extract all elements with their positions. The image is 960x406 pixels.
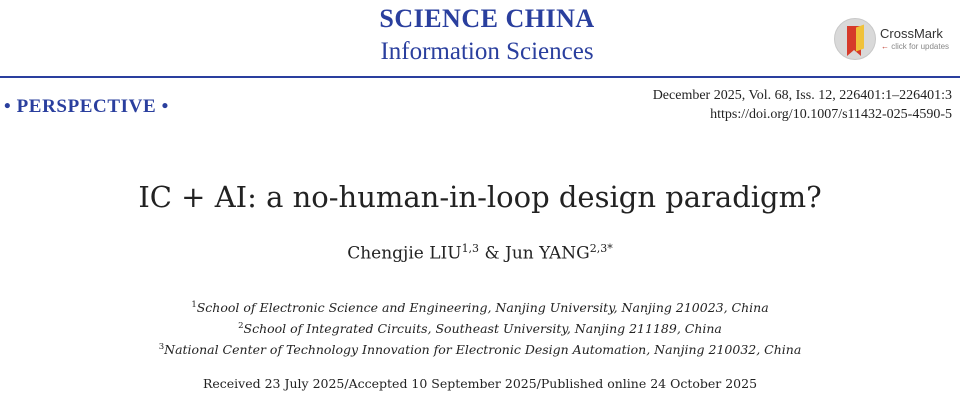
author-name[interactable]: Chengjie LIU bbox=[347, 243, 462, 264]
author-separator: & bbox=[479, 243, 506, 264]
author-affil-sup: 1,3 bbox=[461, 242, 480, 255]
section-label: • PERSPECTIVE • bbox=[4, 96, 169, 117]
doi-link[interactable]: https://doi.org/10.1007/s11432-025-4590-… bbox=[710, 107, 952, 122]
author-affil-sup: 2,3* bbox=[589, 242, 613, 255]
affiliation-item: 1School of Electronic Science and Engine… bbox=[191, 300, 769, 316]
arrow-left-icon: ← bbox=[881, 42, 889, 51]
crossmark-icon bbox=[834, 18, 876, 60]
header-divider bbox=[0, 76, 960, 78]
authors: Chengjie LIU1,3 & Jun YANG2,3* bbox=[0, 242, 960, 264]
affiliations: 1School of Electronic Science and Engine… bbox=[0, 296, 960, 359]
affiliation-item: 2School of Integrated Circuits, Southeas… bbox=[238, 321, 722, 337]
crossmark-button[interactable]: CrossMark ← click for updates bbox=[834, 18, 958, 60]
publication-dates: Received 23 July 2025/Accepted 10 Septem… bbox=[202, 376, 758, 391]
crossmark-sub: ← click for updates bbox=[881, 42, 950, 51]
journal-title: SCIENCE CHINA bbox=[379, 4, 595, 33]
journal-subtitle: Information Sciences bbox=[380, 38, 594, 65]
publication-info: December 2025, Vol. 68, Iss. 12, 226401:… bbox=[653, 86, 952, 124]
issue-info: December 2025, Vol. 68, Iss. 12, 226401:… bbox=[652, 88, 952, 103]
paper-title: IC + AI: a no-human-in-loop design parad… bbox=[138, 180, 822, 214]
author-name[interactable]: Jun YANG bbox=[505, 243, 590, 264]
crossmark-label: CrossMark bbox=[880, 26, 943, 41]
affiliation-item: 3National Center of Technology Innovatio… bbox=[158, 342, 802, 358]
